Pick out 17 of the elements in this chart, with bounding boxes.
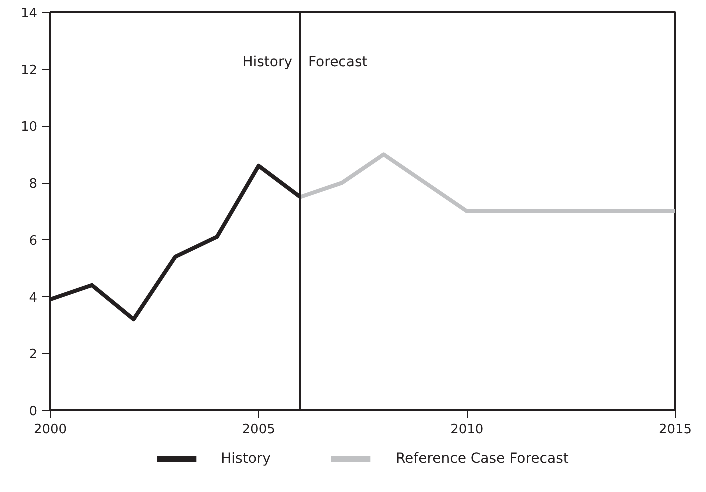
x-tick-label: 2005 <box>242 422 276 438</box>
y-tick-label: 14 <box>20 6 38 22</box>
x-tick-label: 2010 <box>450 422 484 438</box>
x-tick-label: 2000 <box>34 422 68 438</box>
y-tick-label: 10 <box>20 120 38 136</box>
y-tick-label: 8 <box>29 177 38 192</box>
legend-label: Reference Case Forecast <box>396 451 569 467</box>
x-tick-label: 2015 <box>658 422 692 438</box>
annotation: History <box>242 54 293 70</box>
line-series <box>298 152 676 214</box>
y-tick-label: 12 <box>20 63 38 78</box>
y-tick-label: 4 <box>29 290 38 306</box>
annotation: Forecast <box>308 54 368 70</box>
legend-label: History <box>221 451 271 467</box>
y-tick-label: 0 <box>29 404 38 420</box>
y-tick-label: 6 <box>29 234 38 249</box>
y-tick-label: 2 <box>29 348 38 363</box>
